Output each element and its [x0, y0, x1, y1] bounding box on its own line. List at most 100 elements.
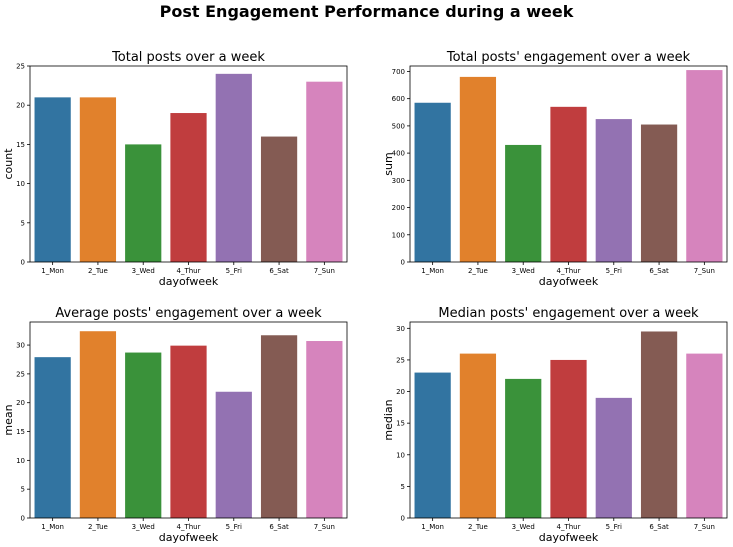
- x-tick-label: 3_Wed: [512, 267, 535, 275]
- bar-1_mon: [34, 97, 71, 262]
- x-tick-label: 5_Fri: [606, 267, 622, 275]
- bar-7_sun: [306, 341, 343, 518]
- y-tick-label: 10: [16, 180, 25, 188]
- bar-4_thur: [550, 359, 587, 518]
- y-tick-label: 20: [16, 399, 25, 407]
- x-tick-label: 6_Sat: [269, 523, 289, 531]
- x-tick-label: 4_Thur: [177, 523, 201, 531]
- x-axis-label: dayofweek: [539, 531, 599, 544]
- x-tick-label: 6_Sat: [269, 267, 289, 275]
- x-tick-label: 1_Mon: [421, 267, 444, 275]
- bar-1_mon: [414, 372, 451, 518]
- x-tick-label: 5_Fri: [606, 523, 622, 531]
- y-tick-label: 700: [392, 68, 405, 76]
- y-tick-label: 0: [401, 259, 405, 267]
- x-tick-label: 2_Tue: [88, 267, 108, 275]
- subplot-title: Total posts' engagement over a week: [446, 50, 691, 65]
- x-axis-label: dayofweek: [159, 531, 219, 544]
- x-tick-label: 6_Sat: [649, 523, 669, 531]
- y-axis-label: count: [2, 148, 15, 180]
- bar-7_sun: [686, 70, 723, 262]
- bar-5_fri: [215, 73, 252, 262]
- x-tick-label: 2_Tue: [468, 523, 488, 531]
- y-tick-label: 0: [401, 515, 405, 523]
- bar-7_sun: [306, 81, 343, 263]
- chart-3: 0 5 10 15 20 25 30 1_Mon 2_Tue 3_Wed 4_Thur 5_Fri 6_…: [2, 306, 348, 544]
- y-tick-label: 15: [396, 420, 405, 428]
- y-tick-label: 30: [396, 325, 405, 333]
- y-tick-label: 600: [392, 95, 405, 103]
- y-tick-label: 200: [392, 204, 405, 212]
- chart-2: 0 100 200 300 400 500 600 700 1_Mon 2_Tue 3_Wed 4_T…: [382, 50, 728, 288]
- bar-3_wed: [505, 378, 542, 518]
- bar-7_sun: [686, 353, 723, 518]
- bar-6_sat: [260, 335, 298, 518]
- y-tick-label: 0: [21, 515, 25, 523]
- x-tick-label: 4_Thur: [557, 523, 581, 531]
- y-tick-label: 500: [392, 122, 405, 130]
- chart-1: 0 5 10 15 20 25 1_Mon 2_Tue 3_Wed 4_Thur 5_Fri 6_Sa…: [2, 50, 348, 288]
- x-tick-label: 4_Thur: [177, 267, 201, 275]
- bar-5_fri: [215, 391, 252, 518]
- bar-1_mon: [414, 102, 451, 262]
- bar-4_thur: [550, 106, 587, 262]
- bar-1_mon: [34, 357, 71, 518]
- x-tick-label: 3_Wed: [512, 523, 535, 531]
- bar-4_thur: [170, 113, 207, 262]
- figure-title: Post Engagement Performance during a wee…: [159, 2, 574, 21]
- subplot-title: Average posts' engagement over a week: [55, 306, 322, 321]
- y-tick-label: 300: [392, 177, 405, 185]
- y-tick-label: 25: [16, 370, 25, 378]
- y-tick-label: 400: [392, 150, 405, 158]
- x-tick-label: 3_Wed: [132, 267, 155, 275]
- bar-3_wed: [505, 144, 542, 262]
- y-axis-label: sum: [382, 152, 395, 175]
- bar-6_sat: [640, 124, 678, 262]
- y-tick-label: 100: [392, 231, 405, 239]
- bar-6_sat: [260, 136, 298, 262]
- x-tick-label: 4_Thur: [557, 267, 581, 275]
- x-tick-label: 7_Sun: [694, 523, 715, 531]
- y-tick-label: 5: [401, 483, 405, 491]
- y-tick-label: 25: [16, 63, 25, 71]
- x-axis-label: dayofweek: [159, 275, 219, 288]
- bar-2_tue: [459, 76, 497, 262]
- y-tick-label: 20: [16, 102, 25, 110]
- x-tick-label: 6_Sat: [649, 267, 669, 275]
- x-axis-label: dayofweek: [539, 275, 599, 288]
- x-tick-label: 3_Wed: [132, 523, 155, 531]
- bar-5_fri: [595, 119, 632, 262]
- x-tick-label: 5_Fri: [226, 523, 242, 531]
- y-tick-label: 15: [16, 141, 25, 149]
- y-tick-label: 25: [396, 356, 405, 364]
- x-tick-label: 7_Sun: [694, 267, 715, 275]
- y-tick-label: 5: [21, 486, 25, 494]
- x-tick-label: 5_Fri: [226, 267, 242, 275]
- y-axis-label: median: [382, 399, 395, 440]
- bar-4_thur: [170, 345, 207, 518]
- x-tick-label: 2_Tue: [468, 267, 488, 275]
- y-tick-label: 20: [396, 388, 405, 396]
- subplot-title: Median posts' engagement over a week: [438, 306, 699, 321]
- bar-6_sat: [640, 331, 678, 518]
- bar-5_fri: [595, 397, 632, 518]
- x-tick-label: 1_Mon: [421, 523, 444, 531]
- y-tick-label: 10: [16, 457, 25, 465]
- subplot-title: Total posts over a week: [111, 50, 265, 65]
- bar-2_tue: [79, 331, 117, 518]
- x-tick-label: 7_Sun: [314, 267, 335, 275]
- x-tick-label: 2_Tue: [88, 523, 108, 531]
- y-tick-label: 0: [21, 259, 25, 267]
- bar-3_wed: [125, 144, 162, 262]
- y-tick-label: 10: [396, 451, 405, 459]
- y-axis-label: mean: [2, 404, 15, 435]
- x-tick-label: 7_Sun: [314, 523, 335, 531]
- x-tick-label: 1_Mon: [41, 523, 64, 531]
- bar-2_tue: [79, 97, 117, 262]
- y-tick-label: 30: [16, 342, 25, 350]
- chart-4: 0 5 10 15 20 25 30 1_Mon 2_Tue 3_Wed 4_Thur 5_Fri 6_…: [382, 306, 728, 544]
- bar-2_tue: [459, 353, 497, 518]
- x-tick-label: 1_Mon: [41, 267, 64, 275]
- y-tick-label: 15: [16, 428, 25, 436]
